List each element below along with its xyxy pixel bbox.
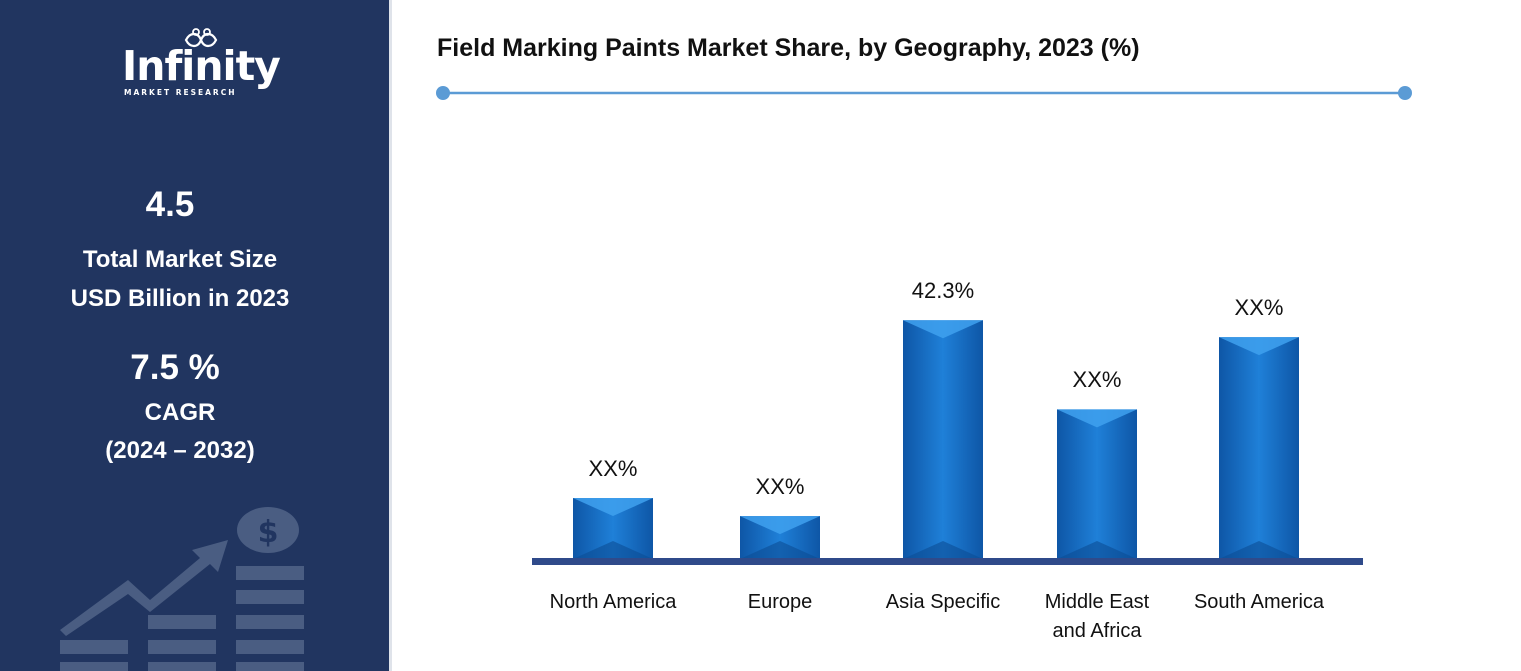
- chart-title: Field Marking Paints Market Share, by Ge…: [437, 34, 1140, 62]
- category-label-line: Europe: [747, 591, 813, 613]
- dollar-growth-chart-icon: $: [60, 507, 304, 671]
- brand-tagline: MARKET RESEARCH: [124, 88, 237, 97]
- category-label-line: North America: [549, 591, 677, 613]
- cagr-value: 7.5 %: [130, 348, 220, 387]
- market-size-label-2: USD Billion in 2023: [70, 285, 290, 312]
- sidebar-panel: Infinity MARKET RESEARCH 4.5 Total Marke…: [0, 0, 389, 671]
- market-size-value: 4.5: [145, 185, 195, 224]
- category-label-line: Middle East: [1044, 591, 1150, 613]
- bar-value-label: XX%: [1072, 367, 1122, 393]
- bar-value-label: 42.3%: [911, 278, 975, 304]
- bar-south-america: [1219, 337, 1299, 559]
- bar-asia-specific: [903, 320, 983, 559]
- category-label: South America: [1174, 588, 1344, 617]
- category-label-line: and Africa: [1052, 620, 1142, 642]
- category-label: North America: [528, 588, 698, 617]
- category-label: Middle East and Africa: [1012, 588, 1182, 646]
- sidebar-edge: [389, 0, 392, 671]
- bar-middle-east-and-africa: [1057, 409, 1137, 559]
- category-label-line: Asia Specific: [885, 591, 1001, 613]
- category-label: Asia Specific: [858, 588, 1028, 617]
- market-size-label-1: Total Market Size: [82, 246, 278, 273]
- infinity-figures-icon: [184, 28, 218, 48]
- brand-logo: Infinity MARKET RESEARCH: [110, 28, 281, 103]
- bar-europe: [740, 516, 820, 559]
- category-label: Europe: [695, 588, 865, 617]
- bar-value-label: XX%: [755, 474, 805, 500]
- x-axis-line: [532, 558, 1363, 565]
- brand-name: Infinity: [122, 42, 281, 90]
- cagr-period: (2024 – 2032): [105, 437, 255, 464]
- category-label-line: South America: [1193, 591, 1325, 613]
- bar-north-america: [573, 498, 653, 559]
- bar-value-label: XX%: [1234, 295, 1284, 321]
- bar-chart: [436, 86, 1412, 565]
- title-rule: [436, 86, 1412, 100]
- svg-text:$: $: [258, 515, 279, 550]
- cagr-label: CAGR: [144, 399, 216, 426]
- bar-value-label: XX%: [588, 456, 638, 482]
